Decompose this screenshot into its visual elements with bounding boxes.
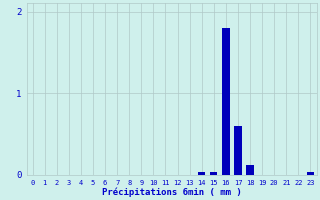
Bar bbox=[222, 28, 229, 175]
Bar bbox=[307, 172, 314, 175]
Bar bbox=[198, 172, 205, 175]
X-axis label: Précipitations 6min ( mm ): Précipitations 6min ( mm ) bbox=[102, 187, 241, 197]
Bar bbox=[246, 165, 254, 175]
Bar bbox=[234, 126, 242, 175]
Bar bbox=[210, 172, 217, 175]
